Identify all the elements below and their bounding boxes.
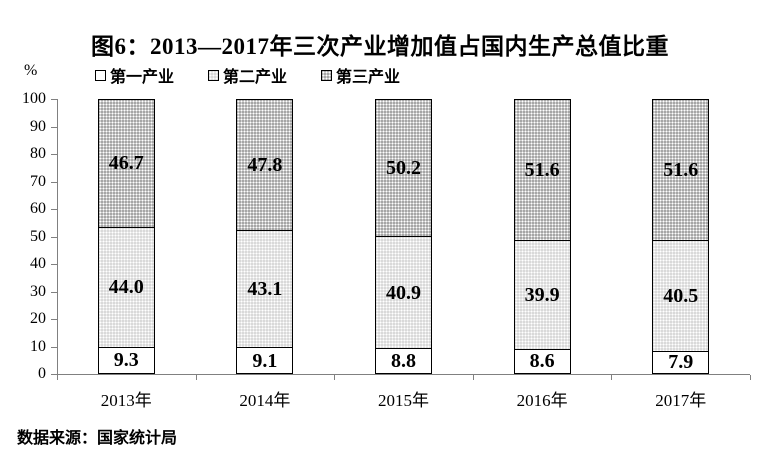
y-axis-tick: [51, 154, 57, 155]
legend-label-secondary: 第二产业: [223, 69, 288, 86]
bar-value-label: 47.8: [247, 153, 283, 176]
y-axis-tick-label: 30: [30, 282, 46, 300]
bar-segment: 46.7: [98, 100, 154, 228]
y-axis-tick: [51, 236, 57, 238]
bar-segment: 40.9: [376, 237, 431, 350]
bar-segment: 43.1: [237, 230, 293, 349]
y-axis-tick-label: 80: [30, 145, 46, 162]
y-axis-tick: [51, 346, 57, 348]
bar-value-label: 43.1: [247, 277, 283, 300]
bar-segment: 8.6: [514, 349, 570, 373]
bar-value-label: 39.9: [524, 283, 560, 306]
bar-value-label: 8.8: [391, 350, 416, 373]
y-axis-tick-label: 40: [30, 255, 46, 272]
x-axis-label: 2014年: [239, 391, 291, 410]
bar-segment: 40.5: [653, 240, 709, 352]
legend-label-tertiary: 第三产业: [336, 69, 401, 86]
y-axis-tick-label: 20: [30, 310, 46, 327]
bar-value-label: 8.6: [529, 350, 555, 373]
bar-segment: 50.2: [376, 100, 431, 238]
bar-segment: 8.8: [376, 349, 431, 373]
y-axis-unit-label: %: [24, 62, 38, 79]
legend-swatch-secondary-icon: [208, 69, 220, 81]
y-axis-tick-label: 50: [30, 227, 46, 245]
bar-segment: 9.1: [237, 348, 293, 373]
legend-item-secondary-industry: 第二产业: [208, 63, 287, 87]
x-axis-tick: [334, 375, 336, 380]
x-axis-tick: [57, 375, 58, 380]
y-axis-tick-label: 0: [38, 365, 46, 382]
bar-2014年: 47.8 43.1 9.1: [236, 99, 294, 374]
bar-segment: 39.9: [514, 240, 570, 350]
y-axis-tick: [51, 374, 57, 375]
legend-item-primary-industry: 第一产业: [95, 63, 174, 87]
bar-2016年: 51.6 39.9 8.6: [513, 98, 571, 374]
y-axis-tick-label: 90: [30, 117, 46, 135]
chart-title: 图6：2013—2017年三次产业增加值占国内生产总值比重: [91, 34, 669, 59]
y-axis-tick-label: 10: [30, 337, 46, 355]
bar-value-label: 9.1: [252, 349, 278, 372]
legend-label-primary: 第一产业: [110, 69, 175, 86]
bar-segment: 7.9: [653, 351, 709, 374]
bar-2015年: 50.2 40.9 8.8: [375, 99, 432, 374]
bar-value-label: 51.6: [524, 158, 560, 181]
bar-value-label: 9.3: [113, 349, 139, 372]
bar-value-label: 7.9: [668, 351, 694, 374]
bar-segment: 47.8: [237, 100, 293, 231]
y-axis-tick: [51, 99, 57, 100]
bar-value-label: 40.9: [386, 281, 421, 304]
bar-segment: 44.0: [98, 227, 154, 348]
x-axis-tick: [611, 375, 613, 380]
bar-segment: 51.6: [653, 100, 709, 241]
source-note: 数据来源：国家统计局: [17, 430, 178, 447]
x-axis-tick: [195, 375, 197, 380]
legend-swatch-primary-icon: [95, 69, 106, 81]
y-axis-tick-label: 100: [22, 90, 46, 107]
bar-2017年: 51.6 40.5 7.9: [652, 99, 710, 374]
x-axis-label: 2013年: [100, 391, 152, 410]
legend: 第一产业 第二产业 第三产业: [95, 63, 400, 87]
y-axis-tick: [51, 264, 57, 265]
x-axis-label: 2017年: [655, 391, 707, 410]
bar-value-label: 44.0: [108, 276, 144, 299]
x-axis-label: 2016年: [516, 391, 568, 410]
bar-2013年: 46.7 44.0 9.3: [97, 99, 155, 374]
legend-swatch-tertiary-icon: [321, 69, 333, 81]
y-axis-tick: [51, 181, 57, 183]
legend-item-tertiary-industry: 第三产业: [321, 63, 400, 87]
y-axis-tick: [51, 209, 57, 210]
x-axis: [51, 374, 750, 375]
bar-segment: 9.3: [98, 347, 154, 373]
x-axis-tick: [750, 375, 751, 380]
bar-value-label: 50.2: [386, 157, 421, 180]
bar-value-label: 51.6: [663, 158, 699, 181]
y-axis-tick-label: 60: [30, 200, 46, 217]
x-axis-label: 2015年: [378, 391, 429, 410]
y-axis: [57, 99, 58, 375]
y-axis-tick: [51, 291, 57, 293]
y-axis-tick: [51, 319, 57, 320]
y-axis-tick: [51, 126, 57, 128]
bar-value-label: 46.7: [108, 152, 144, 175]
bar-value-label: 40.5: [663, 284, 699, 307]
x-axis-tick: [472, 375, 474, 380]
y-axis-tick-label: 70: [30, 172, 46, 190]
bar-segment: 51.6: [514, 99, 570, 241]
